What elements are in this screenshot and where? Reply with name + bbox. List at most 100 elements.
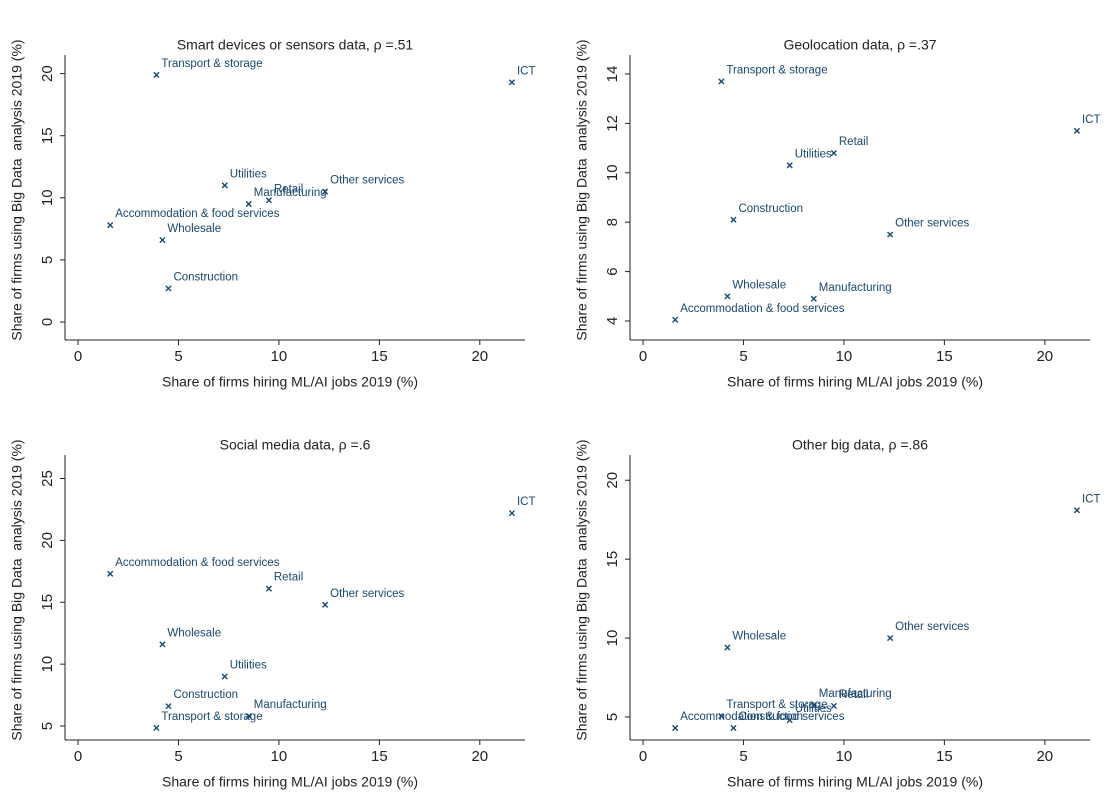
y-tick-label: 5 <box>604 713 621 721</box>
y-tick-label: 10 <box>39 189 56 206</box>
point <box>159 236 166 244</box>
point-label: Retail <box>839 689 868 701</box>
x-axis-title: Share of firms hiring ML/AI jobs 2019 (%… <box>727 374 983 390</box>
y-tick-label: 25 <box>39 470 56 487</box>
y-tick-label: 15 <box>604 551 621 568</box>
point-label: Utilities <box>795 148 832 160</box>
x-axis-title: Share of firms hiring ML/AI jobs 2019 (%… <box>162 374 418 390</box>
point-label: Other services <box>895 218 969 230</box>
x-axis-title: Share of firms hiring ML/AI jobs 2019 (%… <box>162 774 418 790</box>
panel-title: Other big data, ρ =.86 <box>792 437 928 453</box>
point <box>221 182 228 189</box>
y-tick-label: 0 <box>39 318 56 326</box>
point-label: Transport & storage <box>726 699 827 711</box>
point <box>322 601 329 608</box>
point <box>508 510 516 517</box>
point-label: Transport & storage <box>161 58 262 70</box>
point-label: ICT <box>517 496 536 508</box>
x-tick-label: 0 <box>639 748 647 765</box>
point <box>786 162 793 169</box>
x-tick-label: 5 <box>739 748 747 765</box>
x-tick-label: 10 <box>836 748 853 765</box>
point-label: Wholesale <box>167 223 221 235</box>
point <box>107 222 114 229</box>
x-tick-label: 5 <box>174 348 182 365</box>
y-tick-label: 8 <box>604 218 621 226</box>
x-tick-label: 15 <box>936 748 953 765</box>
point-label: ICT <box>517 65 536 77</box>
point-label: Accommodation & food services <box>680 303 845 315</box>
panel: Other big data, ρ =.86 0 5 10 15 20 5 10 15 20 Sha… <box>574 437 1101 790</box>
point-label: Construction <box>738 711 803 723</box>
point <box>322 188 329 195</box>
y-tick-label: 12 <box>604 115 621 132</box>
y-axis-title: Share of firms using Big Data analysis 2… <box>9 39 25 340</box>
x-tick-label: 20 <box>1036 748 1053 765</box>
y-tick-label: 5 <box>39 256 56 264</box>
point <box>724 293 731 300</box>
y-tick-label: 6 <box>604 267 621 275</box>
point-label: Utilities <box>795 703 832 715</box>
y-tick-label: 15 <box>39 594 56 611</box>
point-label: Manufacturing <box>254 187 327 199</box>
point <box>724 644 731 651</box>
x-tick-label: 20 <box>471 748 488 765</box>
x-tick-label: 5 <box>739 348 747 365</box>
x-tick-label: 0 <box>74 348 82 365</box>
y-tick-label: 15 <box>39 127 56 144</box>
y-axis-title: Share of firms using Big Data analysis 2… <box>9 439 25 740</box>
point-label: Wholesale <box>732 631 786 643</box>
y-tick-label: 10 <box>39 656 56 673</box>
x-tick-label: 10 <box>271 748 288 765</box>
point-label: ICT <box>1082 114 1101 126</box>
y-tick-label: 20 <box>604 472 621 489</box>
point-label: Wholesale <box>732 279 786 291</box>
point-label: Retail <box>274 572 303 584</box>
point-label: Retail <box>839 136 868 148</box>
point-label: Accommodation & food services <box>680 711 845 723</box>
point-label: Other services <box>895 621 969 633</box>
panel-title: Social media data, ρ =.6 <box>220 437 371 453</box>
point <box>221 673 228 680</box>
x-tick-label: 20 <box>1036 348 1053 365</box>
point <box>887 634 894 642</box>
point-label: Transport & storage <box>726 64 827 76</box>
point <box>265 197 272 204</box>
point <box>830 702 837 710</box>
point-label: Other services <box>330 588 404 600</box>
point-label: Manufacturing <box>819 688 892 700</box>
point-label: ICT <box>1082 493 1101 505</box>
x-tick-label: 20 <box>471 348 488 365</box>
x-tick-label: 0 <box>74 748 82 765</box>
point <box>887 231 894 238</box>
point <box>1073 127 1081 134</box>
point <box>830 149 837 157</box>
panel: Geolocation data, ρ =.37 0 5 10 15 20 4 6 8 10 12 1… <box>574 37 1101 390</box>
point <box>265 585 272 592</box>
y-tick-label: 14 <box>604 66 621 83</box>
x-tick-label: 15 <box>371 748 388 765</box>
point-label: Manufacturing <box>254 699 327 711</box>
point <box>718 713 725 720</box>
point-label: Construction <box>738 203 803 215</box>
panel-title: Smart devices or sensors data, ρ =.51 <box>177 37 414 53</box>
panel: Smart devices or sensors data, ρ =.51 0 5 1… <box>9 37 536 390</box>
point <box>672 724 679 732</box>
point <box>810 702 817 709</box>
point <box>107 570 114 577</box>
point <box>672 316 679 323</box>
point <box>159 641 166 648</box>
point-label: Utilities <box>230 660 267 672</box>
point <box>165 703 172 710</box>
point-label: Transport & storage <box>161 711 262 723</box>
x-tick-label: 15 <box>371 348 388 365</box>
y-tick-label: 4 <box>604 317 621 325</box>
y-tick-label: 20 <box>39 532 56 549</box>
panel-title: Geolocation data, ρ =.37 <box>783 37 936 53</box>
point-label: Accommodation & food services <box>115 208 280 220</box>
point <box>810 295 817 302</box>
x-tick-label: 5 <box>174 748 182 765</box>
y-axis-title: Share of firms using Big Data analysis 2… <box>574 439 590 740</box>
point <box>1073 507 1081 514</box>
x-tick-label: 0 <box>639 348 647 365</box>
